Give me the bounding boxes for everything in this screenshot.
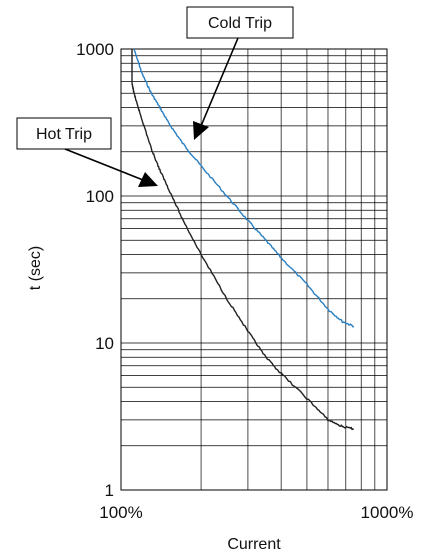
annotation-hot-trip-arrowhead xyxy=(138,172,158,187)
grid xyxy=(121,49,387,491)
series-line-hot-trip xyxy=(131,49,354,431)
annotation-hot-trip-box xyxy=(16,117,112,150)
tick-labels: 1 10 100 1000 100% 1000% xyxy=(76,40,413,522)
y-axis-title: t (sec) xyxy=(27,246,44,290)
y-tick-label: 1 xyxy=(105,481,114,500)
annotation-hot-trip-label: Hot Trip xyxy=(36,126,92,143)
annotation-hot-trip-arrow-line xyxy=(64,148,144,181)
y-tick-label: 100 xyxy=(86,187,114,206)
y-tick-label: 1000 xyxy=(76,40,114,59)
annotation-hot-trip: Hot Trip xyxy=(16,117,158,187)
series-group xyxy=(131,48,355,431)
annotation-cold-trip-arrowhead xyxy=(193,121,209,140)
y-tick-label: 10 xyxy=(95,334,114,353)
annotation-cold-trip: Cold Trip xyxy=(186,6,294,140)
plot-frame xyxy=(120,48,388,491)
x-tick-label: 100% xyxy=(99,503,142,522)
x-tick-label: 1000% xyxy=(361,503,414,522)
annotation-cold-trip-box xyxy=(186,6,294,39)
series-line-cold-trip xyxy=(133,48,355,328)
annotation-cold-trip-arrow-line xyxy=(200,37,239,127)
x-axis-title: Current xyxy=(227,536,281,553)
annotation-cold-trip-label: Cold Trip xyxy=(208,15,272,32)
